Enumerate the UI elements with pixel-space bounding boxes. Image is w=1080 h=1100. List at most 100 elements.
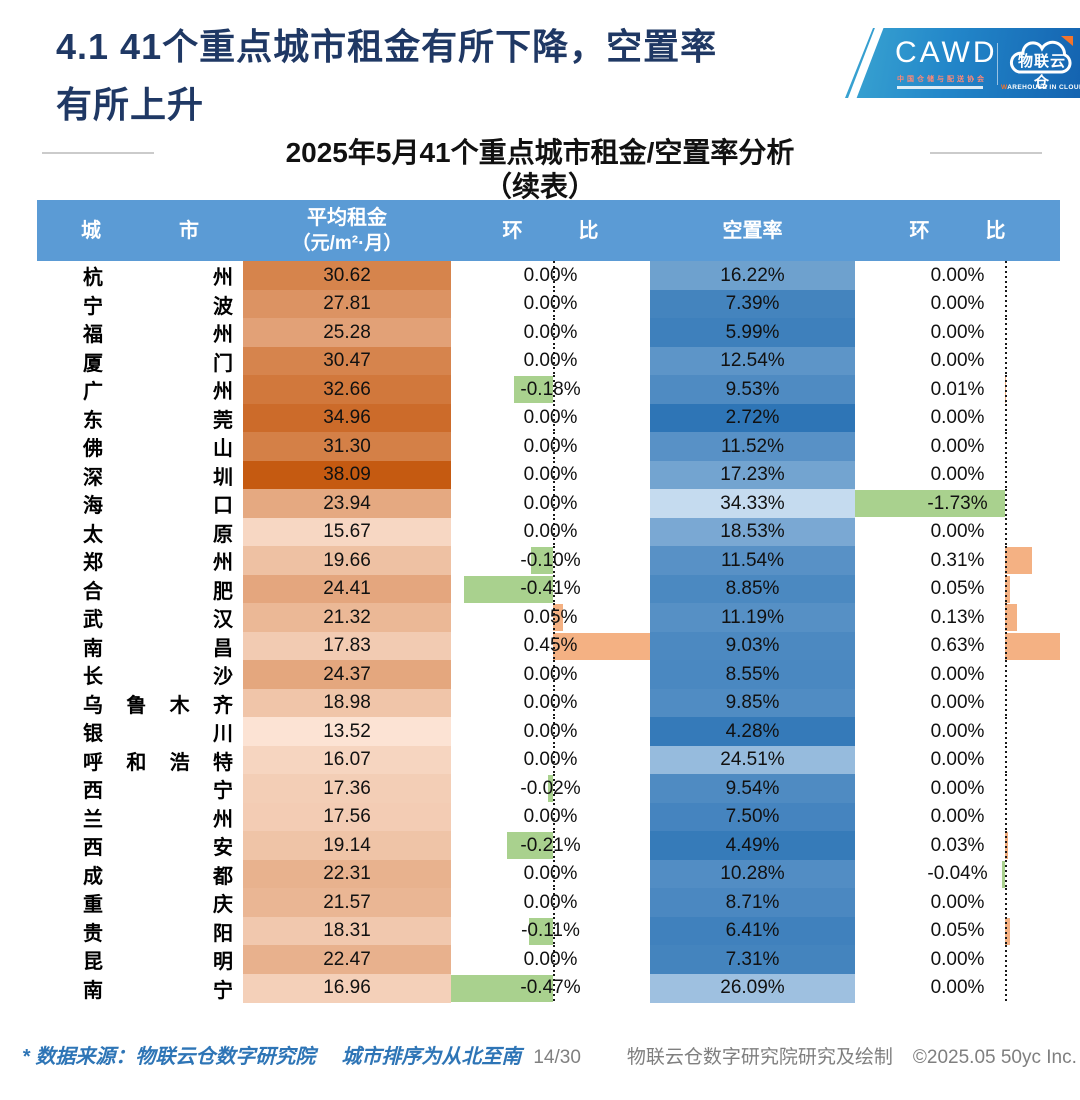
rent-mom-cell: 0.45% — [451, 631, 650, 661]
vacancy-mom-cell: 0.05% — [855, 916, 1060, 946]
vacancy-cell: 24.51% — [650, 745, 855, 775]
vacancy-value: 8.71% — [725, 891, 780, 913]
table-row: 杭州 30.62 0.00% 16.22% 0.00% — [37, 261, 1060, 290]
mom-bar — [528, 917, 553, 945]
mom-value: 0.00% — [930, 321, 985, 343]
rent-value: 13.52 — [323, 720, 371, 742]
rent-value: 21.57 — [323, 891, 371, 913]
vacancy-cell: 10.28% — [650, 859, 855, 889]
mom-bar — [451, 974, 553, 1002]
city-cell: 宁波 — [37, 290, 243, 319]
table-row: 南昌 17.83 0.45% 9.03% 0.63% — [37, 631, 1060, 661]
rent-cell: 25.28 — [243, 318, 451, 347]
decorative-line-left — [42, 152, 154, 154]
city-name: 合肥 — [83, 580, 233, 603]
mom-value: 0.01% — [930, 378, 985, 400]
zero-axis-line — [552, 375, 555, 404]
vacancy-mom-cell: -0.04% — [855, 859, 1060, 889]
city-name: 南宁 — [83, 979, 233, 1002]
rent-value: 19.14 — [323, 834, 371, 856]
rent-value: 24.41 — [323, 578, 371, 599]
mom-value: 0.00% — [523, 464, 578, 485]
city-cell: 长沙 — [37, 660, 243, 689]
table-row: 合肥 24.41 -0.41% 8.85% 0.05% — [37, 574, 1060, 604]
city-cell: 西安 — [37, 831, 243, 860]
rent-mom-cell: -0.02% — [451, 774, 650, 803]
mom-value: -1.73% — [927, 492, 988, 514]
table-row: 广州 32.66 -0.18% 9.53% 0.01% — [37, 375, 1060, 404]
zero-axis-line — [1005, 774, 1008, 803]
vacancy-value: 16.22% — [720, 264, 785, 286]
zero-axis-line — [552, 774, 555, 803]
rent-cell: 16.07 — [243, 745, 451, 775]
zero-axis-line — [1005, 802, 1008, 832]
mom-bar — [507, 832, 553, 859]
rent-value: 16.07 — [323, 749, 371, 770]
mom-bar — [1005, 632, 1060, 660]
rent-mom-cell: 0.00% — [451, 859, 650, 889]
rent-value: 32.66 — [323, 378, 371, 400]
city-name: 兰州 — [83, 808, 233, 831]
cloud-logo: 物联云仓 — [1005, 32, 1077, 91]
mom-value: 0.63% — [930, 635, 985, 656]
table-row: 郑州 19.66 -0.10% 11.54% 0.31% — [37, 546, 1060, 575]
rent-cell: 21.32 — [243, 603, 451, 632]
table-row: 东莞 34.96 0.00% 2.72% 0.00% — [37, 403, 1060, 433]
rent-value: 21.32 — [323, 606, 371, 628]
mom-value: -0.02% — [520, 777, 581, 799]
zero-axis-line — [552, 432, 555, 461]
rent-value: 30.62 — [323, 264, 371, 286]
table-row: 昆明 22.47 0.00% 7.31% 0.00% — [37, 945, 1060, 974]
rent-cell: 13.52 — [243, 717, 451, 746]
city-cell: 广州 — [37, 375, 243, 404]
vacancy-value: 26.09% — [720, 977, 785, 998]
mom-bar — [1005, 604, 1017, 631]
rent-mom-cell: 0.00% — [451, 517, 650, 547]
zero-axis-line — [552, 489, 555, 518]
rent-mom-cell: 0.00% — [451, 346, 650, 376]
city-name: 重庆 — [83, 894, 233, 916]
city-name: 西宁 — [83, 780, 233, 802]
zero-axis-line — [1005, 574, 1008, 604]
zero-axis-line — [1005, 717, 1008, 746]
city-cell: 郑州 — [37, 546, 243, 575]
vacancy-mom-cell: 0.05% — [855, 574, 1060, 604]
header-vacancy-mom: 环比 — [909, 219, 1006, 242]
table-row: 宁波 27.81 0.00% 7.39% 0.00% — [37, 289, 1060, 319]
mom-bar — [548, 775, 553, 802]
city-cell: 佛山 — [37, 432, 243, 461]
rent-value: 22.47 — [323, 948, 371, 970]
rent-cell: 19.66 — [243, 546, 451, 575]
vacancy-cell: 4.28% — [650, 717, 855, 746]
rent-value: 16.96 — [323, 977, 371, 998]
vacancy-value: 6.41% — [725, 920, 780, 941]
vacancy-value: 24.51% — [720, 749, 785, 770]
rent-cell: 30.47 — [243, 346, 451, 376]
city-cell: 南宁 — [37, 974, 243, 1003]
mom-value: -0.18% — [520, 378, 581, 400]
mom-bar — [1005, 547, 1033, 574]
brand-separator — [997, 43, 998, 85]
cloud-icon — [1009, 36, 1073, 74]
city-cell: 昆明 — [37, 945, 243, 974]
table-title: 2025年5月41个重点城市租金/空置率分析 （续表） — [0, 136, 1080, 204]
rent-cell: 18.31 — [243, 916, 451, 946]
mom-value: 0.00% — [930, 663, 985, 685]
vacancy-mom-cell: 0.00% — [855, 261, 1060, 290]
mom-value: 0.00% — [523, 948, 578, 970]
city-name: 郑州 — [83, 552, 233, 574]
city-cell: 武汉 — [37, 603, 243, 632]
city-name: 贵阳 — [83, 922, 233, 945]
vacancy-value: 17.23% — [720, 464, 785, 485]
mom-value: -0.04% — [927, 863, 988, 884]
zero-axis-line — [1005, 831, 1008, 860]
rent-mom-cell: 0.00% — [451, 489, 650, 518]
rent-mom-cell: 0.00% — [451, 745, 650, 775]
table-row: 武汉 21.32 0.05% 11.19% 0.13% — [37, 603, 1060, 632]
vacancy-cell: 11.19% — [650, 603, 855, 632]
mom-value: 0.00% — [930, 293, 985, 314]
section-title-line1: 4.1 41个重点城市租金有所下降，空置率 — [56, 26, 718, 67]
order-note: 城市排序为从北至南 — [341, 1046, 522, 1068]
table-row: 呼和浩特 16.07 0.00% 24.51% 0.00% — [37, 745, 1060, 775]
rent-cell: 21.57 — [243, 888, 451, 917]
